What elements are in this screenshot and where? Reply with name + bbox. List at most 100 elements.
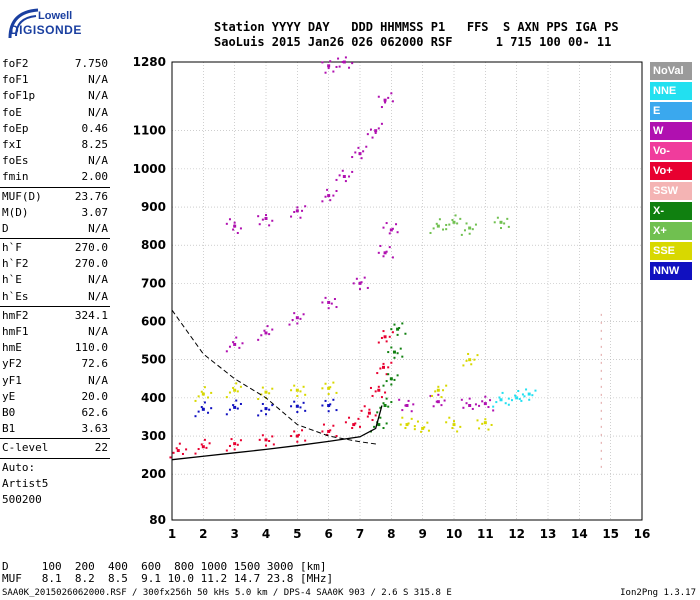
point-nnw [293,400,296,403]
param-value: 270.0 [74,257,108,271]
point-w [387,96,390,99]
point-vo- [360,409,363,412]
point-vo- [271,435,274,438]
point-x- [503,222,506,225]
param-value: N/A [88,273,108,287]
point-sse [476,419,479,422]
point-w [355,277,358,280]
logo-line2: DIGISONDE [10,23,82,37]
point-sse [437,385,440,388]
point-x- [468,226,472,230]
point-w [321,301,324,304]
param-value: N/A [88,221,108,235]
param-name: foEs [2,154,29,168]
point-w [359,288,361,291]
point-w [360,281,363,284]
point-w [239,227,242,230]
point-vo- [371,394,374,397]
point-w [432,405,435,408]
point-x- [459,217,462,220]
point-nne [531,394,534,397]
point-w [225,350,228,353]
point-x- [496,216,499,219]
point-vo- [385,340,388,343]
point-w [382,226,385,229]
point-w [481,400,484,403]
point-sse [235,382,238,385]
point-sse [264,390,268,394]
point-sse [434,390,437,393]
point-w [335,65,338,68]
point-w [233,221,236,224]
point-sse [484,418,487,421]
point-vo- [332,424,335,427]
point-w [489,399,492,402]
point-w [332,194,335,197]
point-vo- [326,433,329,436]
point-sse [261,386,264,389]
point-x- [385,397,388,400]
point-x- [393,323,396,326]
point-vo- [200,443,203,446]
point-w [352,282,355,285]
param-row: MUF(D) 23.76 [0,189,112,205]
y-tick-label: 500 [141,353,166,367]
param-row: foE N/A [0,105,112,121]
legend-item-vo-: Vo- [650,142,692,160]
point-w [351,156,354,159]
point-nnw [327,404,331,407]
param-separator [0,186,110,188]
param-row: yF1 N/A [0,373,112,389]
point-vo- [388,335,391,338]
point-vo- [357,417,360,420]
point-w [351,170,354,173]
point-nnw [210,407,213,410]
point-nne [517,389,520,392]
point-nnw [335,409,338,412]
point-w [385,250,388,253]
point-x- [451,219,454,222]
point-x- [387,405,390,408]
param-row: B0 62.6 [0,405,112,421]
point-x- [387,351,390,354]
point-w [295,316,299,320]
point-sse [448,416,451,419]
param-value: N/A [88,105,108,119]
footer-file-info: SAA0K_2015026062000.RSF / 300fx256h 50 k… [2,588,452,598]
param-row: foEs N/A [0,153,112,169]
point-vo- [380,336,383,339]
point-w [374,129,378,133]
point-sse [321,387,324,390]
point-w [395,223,398,226]
param-value: N/A [88,325,108,338]
point-w [263,329,266,332]
point-w [388,232,391,235]
point-sse [329,386,332,389]
point-vo- [322,423,325,426]
point-vo- [172,451,175,454]
x-tick-label: 11 [477,527,494,541]
point-x- [396,374,399,377]
point-vo- [293,430,296,433]
x-tick-label: 10 [446,527,463,541]
point-vo- [176,449,180,453]
point-sse [416,420,419,423]
point-vo- [374,390,377,393]
point-w [348,175,351,178]
point-vo- [387,366,390,369]
point-sse [431,394,434,397]
param-row: h`F 270.0 [0,240,112,256]
x-tick-label: 13 [540,527,557,541]
y-tick-label: 1000 [133,162,166,176]
point-vo- [380,396,383,399]
point-nnw [321,404,324,407]
point-x- [396,327,400,331]
param-row: h`E N/A [0,272,112,288]
y-tick-label: 400 [141,391,166,405]
point-nne [492,405,495,408]
param-name: M(D) [2,205,29,219]
point-sse [410,417,413,420]
auto-scaling-line3: 500200 [2,492,42,506]
point-nnw [194,415,197,418]
point-w [333,298,336,301]
